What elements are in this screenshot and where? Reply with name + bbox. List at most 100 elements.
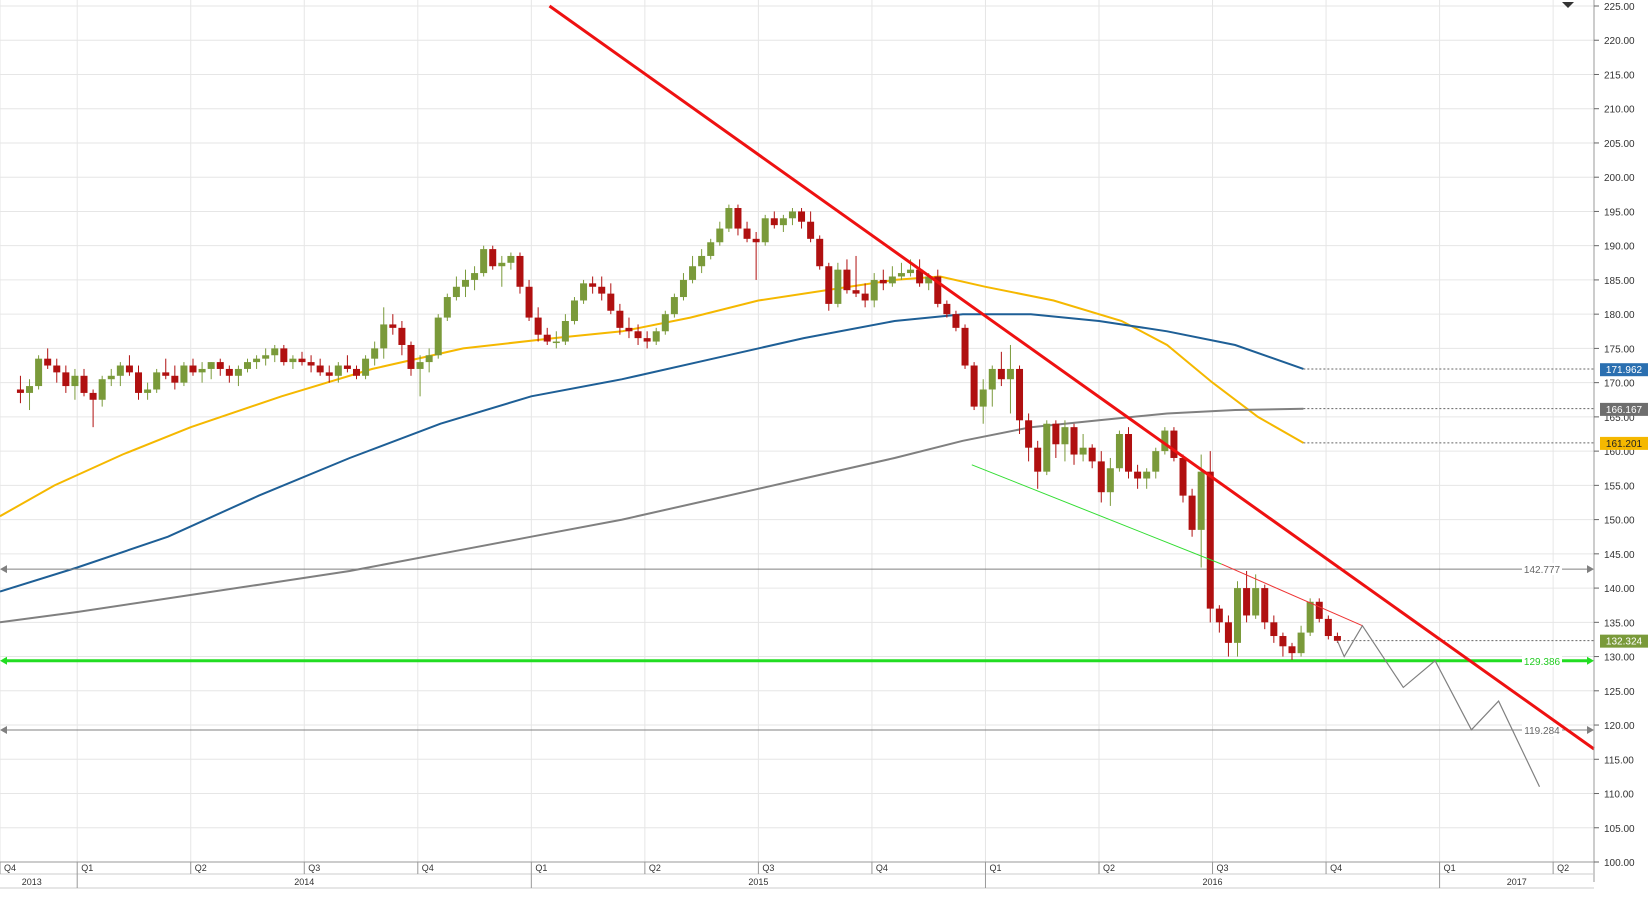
candle-up (26, 386, 34, 393)
candle-down (1052, 423, 1060, 445)
y-tick-label: 160.00 (1604, 447, 1635, 458)
candle-up (262, 355, 270, 359)
moving-averages (0, 275, 1594, 624)
candle-up (761, 218, 769, 243)
y-tick-label: 165.00 (1604, 413, 1635, 424)
level-label-bg (1522, 563, 1562, 576)
candle-up (698, 255, 706, 267)
level-label: 119.284 (1524, 726, 1560, 737)
candle-down (1243, 588, 1251, 616)
candle-down (1179, 457, 1187, 496)
x-year-label: 2017 (1507, 877, 1527, 887)
candle-up (416, 362, 424, 369)
candle-up (652, 331, 660, 342)
candle-up (98, 379, 106, 400)
candle-up (434, 317, 442, 356)
candle-down (1333, 636, 1341, 641)
candle-up (661, 314, 669, 332)
candle-up (334, 365, 342, 376)
candle-down (189, 365, 197, 373)
candle-up (116, 365, 124, 376)
candle-down (16, 389, 24, 393)
x-quarter-label: Q3 (308, 863, 320, 873)
candle-down (343, 365, 351, 369)
candle-up (289, 358, 297, 363)
projection-line (1336, 624, 1541, 787)
candle-down (1134, 471, 1142, 479)
level-arrow-left-icon (0, 725, 7, 734)
trendline (1221, 563, 1363, 627)
trendlines (548, 4, 1595, 751)
candle-down (1215, 608, 1223, 623)
candle-down (816, 238, 824, 267)
x-quarter-label: Q1 (1444, 863, 1456, 873)
candle-up (371, 348, 379, 359)
candle-down (770, 218, 778, 226)
candle-down (825, 266, 833, 304)
level-arrow-left-icon (0, 656, 7, 665)
candle-up (153, 372, 161, 390)
candle-up (207, 362, 215, 369)
candle-down (398, 327, 406, 345)
candle-up (670, 297, 678, 315)
candle-up (35, 358, 43, 387)
y-tick-label: 120.00 (1604, 721, 1635, 732)
candle-up (443, 297, 451, 318)
x-quarter-label: Q2 (1103, 863, 1115, 873)
y-tick-label: 100.00 (1604, 858, 1635, 869)
candle-down (843, 269, 851, 291)
level-label-bg (1522, 723, 1562, 736)
candle-down (589, 283, 597, 287)
candle-down (1170, 430, 1178, 458)
candle-up (362, 358, 370, 376)
candle-up (1234, 588, 1242, 643)
level-arrow-right-icon (1587, 725, 1594, 734)
candle-up (689, 266, 697, 280)
x-quarter-label: Q4 (1330, 863, 1342, 873)
trendline (971, 464, 1222, 565)
candle-down (516, 255, 524, 287)
candle-up (498, 262, 506, 267)
current-price-badge: 132.324 (1606, 637, 1643, 648)
candle-down (89, 392, 97, 400)
level-label: 142.777 (1524, 565, 1561, 576)
candle-up (716, 228, 724, 243)
candle-up (552, 341, 560, 344)
current-price-badge-bg (1600, 634, 1648, 648)
candle-down (634, 331, 642, 339)
candle-up (1006, 368, 1014, 380)
y-tick-label: 205.00 (1604, 139, 1635, 150)
candle-down (943, 303, 951, 315)
price-badge-bg (1600, 402, 1648, 416)
x-year-label: 2015 (748, 877, 768, 887)
candle-down (1016, 368, 1024, 421)
x-quarter-label: Q1 (535, 863, 547, 873)
candle-down (216, 362, 224, 369)
candle-up (1143, 471, 1151, 479)
collapse-arrow-icon[interactable] (1562, 2, 1574, 8)
y-tick-label: 145.00 (1604, 550, 1635, 561)
x-quarter-label: Q4 (876, 863, 888, 873)
candle-up (870, 279, 878, 301)
candle-up (452, 286, 460, 298)
candle-up (561, 321, 569, 342)
candle-down (80, 375, 88, 393)
candle-up (461, 279, 469, 287)
candle-up (244, 362, 252, 369)
candle-down (125, 365, 133, 373)
candle-down (852, 290, 860, 294)
x-quarter-label: Q2 (1557, 863, 1569, 873)
candle-up (707, 242, 715, 256)
candle-down (1070, 427, 1078, 455)
candle-up (1043, 423, 1051, 472)
x-quarter-label: Q3 (1217, 863, 1229, 873)
candle-down (407, 344, 415, 369)
moving-average-line (0, 313, 1304, 593)
x-year-label: 2013 (22, 877, 42, 887)
candle-up (480, 249, 488, 274)
candles (16, 204, 1341, 660)
projection-path (1336, 624, 1541, 787)
candle-up (1061, 427, 1069, 445)
candle-up (1297, 632, 1305, 654)
candle-down (1188, 495, 1196, 530)
